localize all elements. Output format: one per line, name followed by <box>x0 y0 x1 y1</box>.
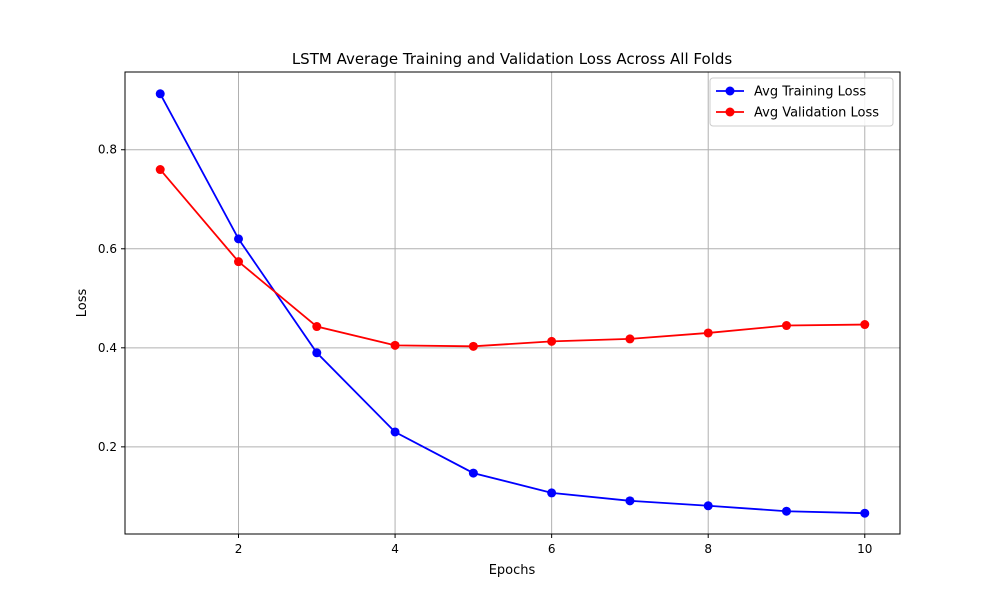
data-point <box>781 506 791 516</box>
data-point <box>781 321 791 331</box>
series-group <box>155 89 870 518</box>
data-point <box>468 341 478 351</box>
plot-area-frame <box>124 71 901 535</box>
y-tick-label: 0.6 <box>98 242 117 256</box>
data-point <box>390 340 400 350</box>
data-point <box>625 334 635 344</box>
axis-ticks: 2 4 6 8 10 0.2 0.4 0.6 0.8 <box>98 143 873 556</box>
series-2 <box>155 165 870 351</box>
data-point <box>312 322 322 332</box>
series-1 <box>155 89 870 518</box>
data-point <box>625 496 635 506</box>
data-point <box>155 165 165 175</box>
y-tick-label: 0.4 <box>98 341 117 355</box>
data-point <box>860 320 870 330</box>
y-tick-label: 0.2 <box>98 440 117 454</box>
data-point <box>155 89 165 99</box>
series-line <box>159 168 865 348</box>
data-point <box>547 336 557 346</box>
y-tick-label: 0.8 <box>98 143 117 157</box>
data-point <box>703 501 713 511</box>
chart-title: LSTM Average Training and Validation Los… <box>292 50 733 68</box>
x-tick-label: 6 <box>548 542 556 556</box>
legend-swatch-marker <box>725 107 735 117</box>
legend-swatch-marker <box>725 86 735 96</box>
data-point <box>547 488 557 498</box>
legend-label: Avg Training Loss <box>754 85 866 100</box>
data-point <box>234 257 244 267</box>
series-line <box>159 93 865 515</box>
x-axis-label: Epochs <box>489 563 536 578</box>
data-point <box>234 234 244 244</box>
data-point <box>312 348 322 358</box>
grid <box>125 72 900 534</box>
x-tick-label: 8 <box>704 542 712 556</box>
data-point <box>703 328 713 338</box>
data-point <box>468 468 478 478</box>
legend-item: Avg Training Loss <box>716 85 866 100</box>
x-tick-label: 4 <box>391 542 399 556</box>
x-tick-label: 2 <box>235 542 243 556</box>
legend-label: Avg Validation Loss <box>754 106 879 121</box>
data-point <box>860 508 870 518</box>
legend: Avg Training Loss Avg Validation Loss <box>709 77 894 127</box>
y-axis-label: Loss <box>75 289 90 318</box>
data-point <box>390 427 400 437</box>
legend-box <box>709 77 894 127</box>
x-tick-label: 10 <box>857 542 872 556</box>
legend-item: Avg Validation Loss <box>716 106 879 121</box>
